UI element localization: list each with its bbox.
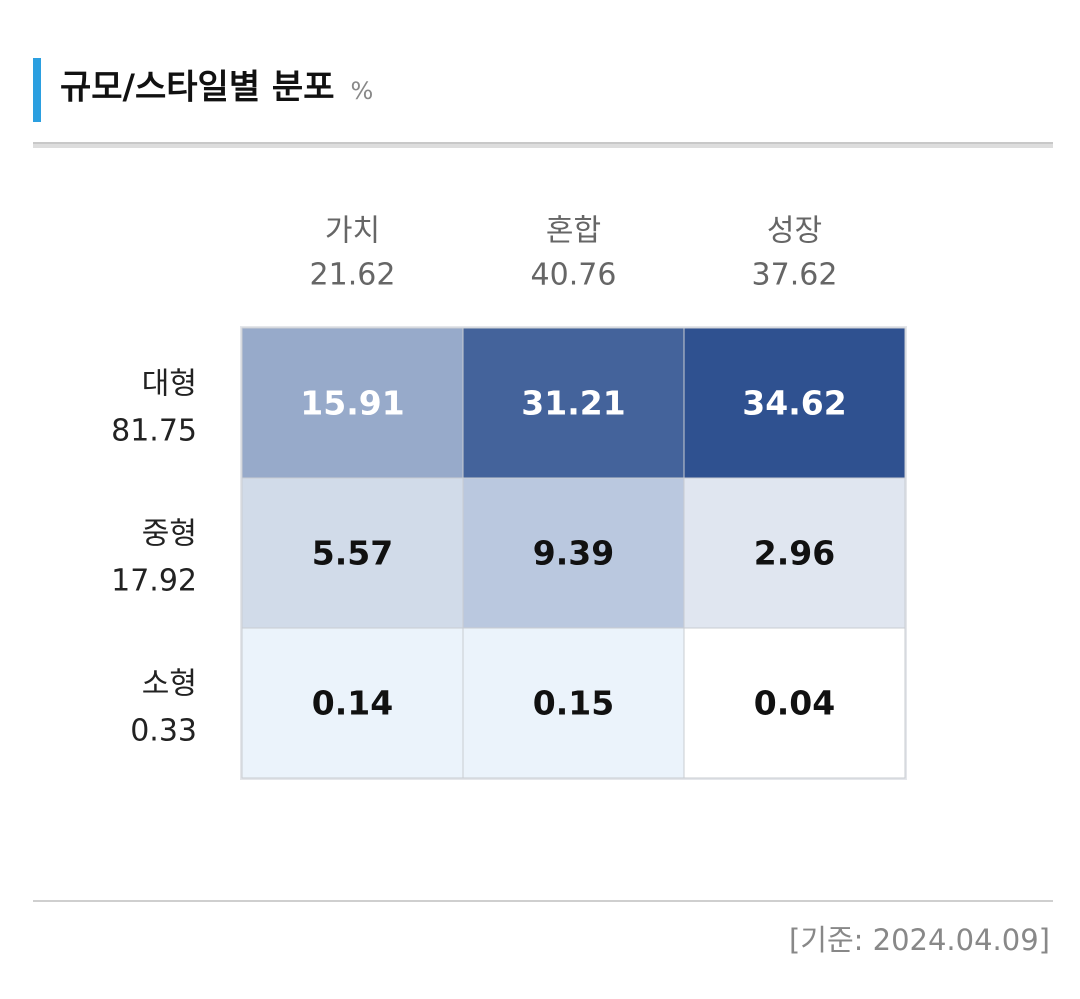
row-name: 소형	[142, 667, 197, 702]
cell-value: 0.04	[754, 684, 835, 723]
heat-cell	[462, 477, 685, 629]
row-name: 대형	[142, 367, 197, 402]
unit-label: %	[351, 77, 374, 105]
header-divider	[33, 142, 1053, 148]
column-total: 21.62	[310, 258, 396, 293]
column-name: 혼합	[546, 214, 601, 249]
title-accent	[33, 58, 41, 122]
cell-value: 0.14	[312, 684, 393, 723]
row-total: 0.33	[130, 714, 197, 749]
footer-divider	[33, 900, 1053, 902]
row-name: 중형	[142, 517, 197, 552]
heat-cell	[683, 327, 906, 479]
cell-value: 5.57	[312, 534, 393, 573]
cell-value: 31.21	[521, 384, 625, 423]
heat-cell	[241, 477, 464, 629]
header-divider-line	[33, 142, 1053, 144]
heat-cell	[683, 627, 906, 779]
heat-cell	[462, 627, 685, 779]
cell-value: 0.15	[533, 684, 614, 723]
cell-value: 9.39	[533, 534, 614, 573]
card-title: 규모/스타일별 분포	[60, 68, 335, 108]
footnote: [기준: 2024.04.09]	[789, 923, 1050, 957]
heat-cell	[241, 327, 464, 479]
row-total: 17.92	[111, 564, 197, 599]
cell-value: 15.91	[300, 384, 404, 423]
column-name: 가치	[325, 214, 380, 249]
row-total: 81.75	[111, 414, 197, 449]
cell-value: 2.96	[754, 534, 835, 573]
column-name: 성장	[767, 214, 822, 249]
heat-cell	[683, 477, 906, 629]
cell-value: 34.62	[742, 384, 846, 423]
column-total: 37.62	[752, 258, 838, 293]
column-total: 40.76	[531, 258, 617, 293]
heat-cell	[241, 627, 464, 779]
